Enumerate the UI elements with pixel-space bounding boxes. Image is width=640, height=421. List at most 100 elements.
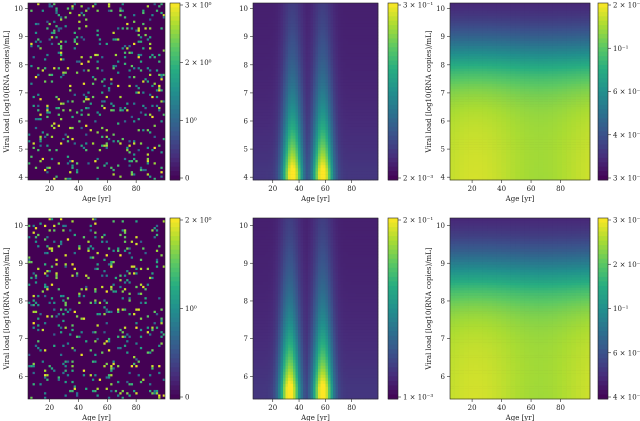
heatmap-cell [328, 53, 331, 57]
heatmap-cell [524, 99, 530, 102]
heatmap-cell [353, 14, 356, 19]
heatmap-cell [524, 18, 530, 21]
heatmap-cell [506, 33, 511, 37]
heatmap-cell [459, 162, 465, 166]
heatmap-cell [270, 88, 274, 92]
heatmap-cell [363, 67, 366, 72]
heatmap-cell [158, 60, 161, 63]
heatmap-cell [64, 25, 67, 28]
heatmap-cell [520, 45, 525, 49]
heatmap-cell [283, 159, 286, 163]
plot-frame [252, 2, 379, 181]
heatmap-cell [515, 134, 521, 138]
heatmap-cell [325, 50, 329, 54]
heatmap-cell [34, 31, 38, 34]
heatmap-cell [348, 97, 351, 101]
heatmap-cell [126, 109, 129, 112]
heatmap-cell [268, 38, 271, 42]
heatmap-cell [450, 40, 455, 44]
heatmap-cell [358, 62, 361, 66]
heatmap-cell [318, 97, 321, 101]
heatmap-cell [162, 49, 165, 52]
heatmap-cell [358, 121, 361, 125]
heatmap-cell [496, 81, 502, 85]
colorbar-segment [170, 3, 180, 8]
heatmap-cell [323, 129, 326, 134]
heatmap-cell [313, 144, 316, 148]
heatmap-cell [315, 106, 319, 110]
heatmap-cell [524, 28, 530, 32]
heatmap-cell [315, 82, 319, 86]
heatmap-cell [133, 142, 136, 145]
heatmap-cell [501, 169, 507, 173]
heatmap-cell [534, 169, 539, 173]
heatmap-cell [283, 8, 286, 13]
heatmap-cell [333, 106, 336, 110]
heatmap-cell [293, 62, 296, 66]
heatmap-cell [482, 40, 488, 44]
heatmap-cell [290, 35, 294, 39]
heatmap-cell [315, 44, 319, 48]
heatmap-cell [275, 41, 279, 45]
heatmap-cell [454, 76, 460, 80]
heatmap-cell [265, 109, 269, 113]
heatmap-cell [330, 168, 334, 172]
heatmap-cell [464, 5, 469, 9]
heatmap-cell [290, 144, 294, 148]
heatmap-cell [298, 14, 301, 19]
heatmap-cell [345, 17, 349, 21]
heatmap-cell [298, 8, 301, 13]
heatmap-cell [335, 109, 339, 113]
heatmap-cell [303, 144, 306, 148]
heatmap-cell [303, 32, 306, 36]
heatmap-cell [340, 112, 344, 116]
heatmap-cell [260, 153, 264, 157]
heatmap-cell [288, 44, 291, 48]
heatmap-cell [343, 106, 346, 110]
heatmap-cell [288, 82, 291, 86]
heatmap-cell [340, 59, 344, 63]
heatmap-cell [459, 33, 465, 37]
heatmap-cell [325, 118, 329, 122]
heatmap-cell [333, 23, 336, 27]
heatmap-cell [450, 129, 455, 133]
heatmap-cell [510, 177, 516, 181]
heatmap-cell [496, 119, 502, 123]
heatmap-cell [270, 70, 274, 75]
heatmap-cell [355, 20, 359, 24]
heatmap-cell [255, 97, 259, 101]
heatmap-cell [506, 164, 511, 168]
heatmap-cell [295, 94, 299, 98]
heatmap-cell [363, 73, 366, 78]
heatmap-cell [330, 153, 334, 157]
heatmap-cell [59, 18, 63, 21]
colorbar-segment [388, 3, 398, 8]
heatmap-cell [515, 159, 521, 163]
heatmap-cell [534, 144, 539, 148]
heatmap-cell [345, 153, 349, 157]
heatmap-cell [263, 53, 266, 57]
heatmap-cell [258, 44, 261, 48]
heatmap-cell [506, 91, 511, 95]
heatmap-cell [468, 167, 474, 171]
heatmap-cell [285, 85, 289, 89]
heatmap-cell [482, 99, 488, 102]
heatmap-cell [529, 33, 535, 37]
heatmap-cell [320, 50, 324, 54]
heatmap-cell [285, 50, 289, 54]
heatmap-cell [305, 126, 309, 131]
colorbar-segment [388, 69, 398, 75]
heatmap-cell [253, 64, 256, 69]
heatmap-cell [529, 104, 535, 107]
heatmap-cell [482, 88, 488, 92]
heatmap-cell [473, 63, 479, 67]
heatmap-cell [253, 162, 256, 166]
heatmap-cell [375, 123, 379, 128]
heatmap-cell [524, 119, 530, 123]
heatmap-cell [468, 51, 474, 54]
heatmap-cell [255, 50, 259, 54]
heatmap-cell [333, 56, 336, 60]
heatmap-cell [53, 67, 56, 70]
heatmap-cell [506, 5, 511, 9]
heatmap-cell [270, 103, 274, 107]
